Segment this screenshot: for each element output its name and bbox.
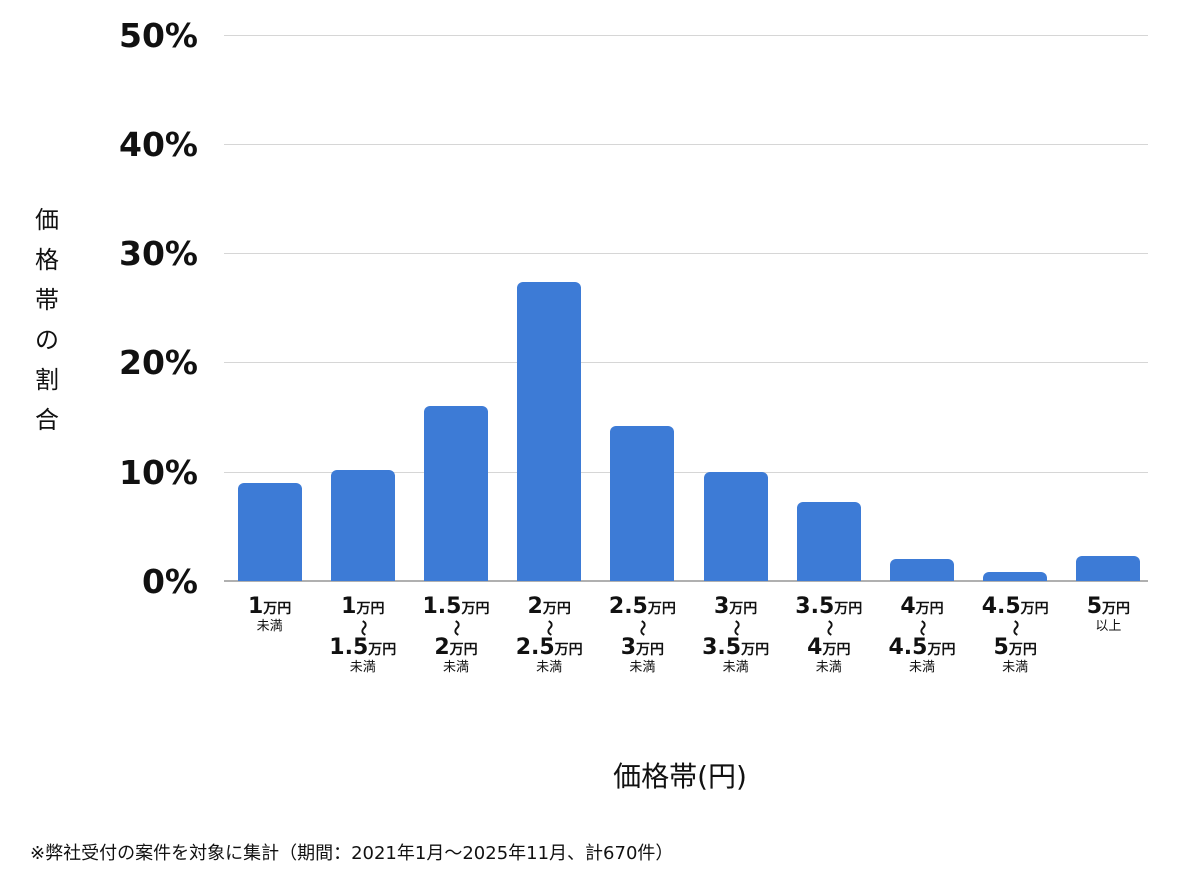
y-tick-label: 40% (119, 124, 198, 164)
bar (703, 471, 768, 581)
x-tick-label: 3.5万円〜 4万円 未満 (795, 594, 863, 675)
y-tick-label: 10% (119, 452, 198, 492)
bar (610, 425, 675, 581)
gridline (224, 253, 1148, 255)
x-tick-label: 2万円〜 2.5万円 未満 (515, 594, 583, 675)
x-tick-label: 3万円〜 3.5万円 未満 (702, 594, 770, 675)
y-tick-label: 20% (119, 343, 198, 383)
y-axis-title-char: 帯 (35, 286, 59, 314)
x-tick-label: 1万円〜 1.5万円 未満 (329, 594, 397, 675)
gridline (224, 143, 1148, 145)
bar (983, 572, 1048, 581)
x-tick-label: 1万円 未満 (247, 594, 292, 634)
bar (517, 281, 582, 581)
footnote: ※弊社受付の案件を対象に集計（期間：2021年1月〜2025年11月、計670件… (30, 843, 674, 864)
gridline (224, 362, 1148, 364)
y-axis-title-char: 格 (35, 246, 59, 274)
y-axis-title-char: 価 (35, 206, 59, 234)
y-axis-title-char: の (35, 326, 59, 354)
x-tick-label: 1.5万円〜 2万円 未満 (422, 594, 490, 675)
y-axis-title-char: 合 (35, 406, 59, 434)
bar (330, 469, 395, 581)
bar (424, 406, 488, 581)
gridline (224, 34, 1148, 36)
x-tick-label: 2.5万円〜 3万円 未満 (608, 594, 676, 675)
y-tick-label: 50% (119, 15, 198, 55)
x-tick-label: 5万円 以上 (1086, 594, 1131, 634)
bar (890, 559, 954, 581)
bar (237, 482, 302, 581)
bar (796, 502, 861, 581)
y-axis-title-char: 割 (35, 366, 59, 394)
x-tick-label: 4.5万円〜 5万円 未満 (981, 594, 1049, 675)
x-axis-line (224, 580, 1148, 582)
x-axis-title: 価格帯(円) (613, 760, 747, 793)
gridline (224, 471, 1148, 473)
x-tick-label: 4万円〜 4.5万円 未満 (888, 594, 956, 675)
y-tick-label: 0% (141, 562, 198, 601)
y-axis-title: 価 格 帯 の 割 合 (32, 200, 62, 440)
y-tick-label: 30% (119, 234, 198, 274)
bar (1076, 555, 1141, 581)
